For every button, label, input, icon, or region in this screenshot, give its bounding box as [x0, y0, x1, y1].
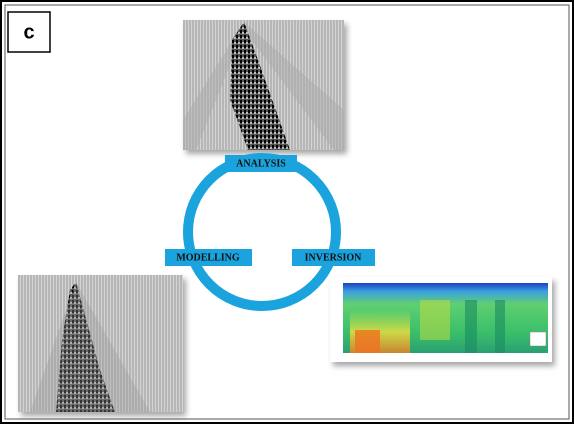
node-label: MODELLING [176, 252, 240, 263]
node-label: ANALYSIS [236, 158, 286, 169]
page: c ANALYSIS MODELLING INVERSION (() => { … [0, 0, 574, 424]
modelling-image [18, 275, 183, 412]
inversion-image [330, 277, 552, 362]
panel-label: c [23, 21, 34, 43]
figure: c ANALYSIS MODELLING INVERSION [0, 0, 574, 424]
node-label: INVERSION [305, 252, 362, 263]
analysis-image [183, 20, 344, 150]
